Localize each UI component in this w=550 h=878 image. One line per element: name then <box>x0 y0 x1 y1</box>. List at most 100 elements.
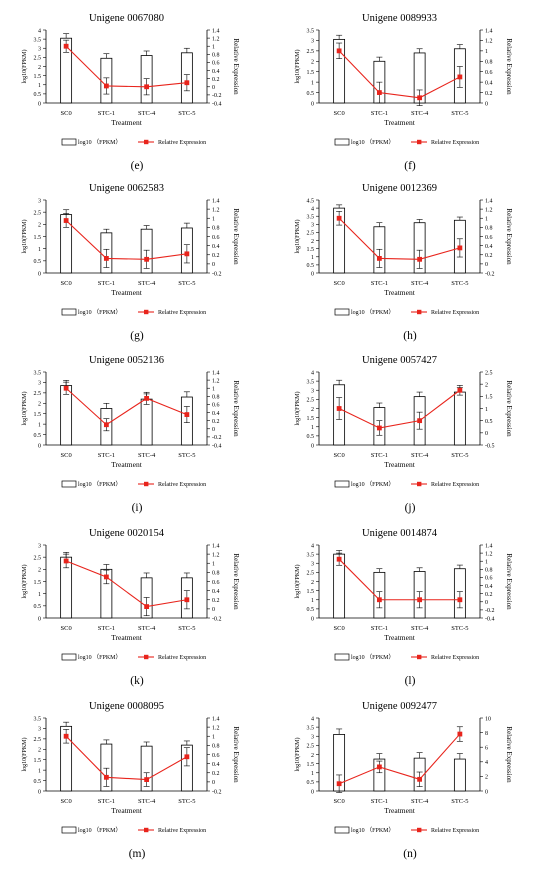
y-axis-label-right: Relative Expression <box>505 726 513 783</box>
x-axis-label: Treatment <box>111 460 142 469</box>
y-tick-label-right: 0.6 <box>485 70 493 76</box>
y-axis-label-right: Relative Expression <box>505 38 513 95</box>
x-tick-label: STC-1 <box>371 280 388 287</box>
y-tick-label-left: 2 <box>311 60 314 66</box>
x-tick-label: SC0 <box>61 625 72 632</box>
line-point <box>376 764 382 770</box>
y-tick-label-right: 1 <box>485 49 488 55</box>
panel-label: (i) <box>132 502 143 514</box>
y-tick-label-left: 0 <box>38 101 41 107</box>
y-tick-label-right: 1.4 <box>212 543 220 549</box>
panel-label: (m) <box>129 848 146 860</box>
y-tick-label-right: -0.2 <box>212 789 222 795</box>
legend-bar-swatch <box>334 308 350 316</box>
y-tick-label-left: 2 <box>311 407 314 413</box>
legend-line-label: Relative Expression <box>158 828 206 834</box>
line-point <box>457 74 463 80</box>
chart-panel-l: Unigene 0014874 0 0.5 1 1.5 2 2.5 3 3.5 4 -0.4 -0.2… <box>294 528 513 687</box>
line-point <box>336 48 342 54</box>
line-point <box>184 251 190 257</box>
line-series <box>65 735 188 781</box>
y-tick-label-left: 1 <box>38 422 41 428</box>
y-tick-label-right: 1.2 <box>212 378 220 384</box>
y-tick-label-left: 3.5 <box>307 215 315 221</box>
y-axis-label-left: log10(FPKM) <box>294 564 301 598</box>
y-tick-label-right: 0.4 <box>485 80 493 86</box>
y-tick-label-right: 0.8 <box>212 53 220 59</box>
chart-panel-i: Unigene 0052136 0 0.5 1 1.5 2 2.5 3 3.5 -0.4 -0.2 0… <box>21 355 240 514</box>
chart-title: Unigene 0092477 <box>362 701 437 712</box>
y-tick-label-right: -0.4 <box>212 101 222 107</box>
y-tick-label-right: 0 <box>212 85 215 91</box>
y-tick-label-left: 3 <box>311 735 314 741</box>
legend-bar-swatch <box>334 826 350 834</box>
y-tick-label-left: 1.5 <box>34 412 42 418</box>
panel-label: (l) <box>405 675 416 687</box>
y-tick-label-left: 0 <box>38 271 41 277</box>
y-tick-label-right: 0.6 <box>212 580 220 586</box>
x-tick-label: STC-1 <box>98 798 115 805</box>
y-tick-label-left: 1 <box>38 247 41 253</box>
y-tick-label-right: 1.2 <box>212 725 220 731</box>
legend-line-label: Relative Expression <box>431 828 479 834</box>
legend-line-marker <box>417 309 422 315</box>
x-tick-label: STC-1 <box>371 452 388 459</box>
x-tick-label: STC-5 <box>178 625 195 632</box>
chart-title: Unigene 0014874 <box>362 528 438 539</box>
line-point <box>144 256 150 262</box>
y-tick-label-right: 0.6 <box>212 753 220 759</box>
line-series <box>65 45 187 88</box>
x-axis-label: Treatment <box>384 633 415 642</box>
y-tick-label-right: 0 <box>212 427 215 433</box>
y-tick-label-right: 2 <box>485 775 488 781</box>
y-tick-label-left: 1 <box>311 598 314 604</box>
y-tick-label-right: -0.4 <box>212 443 222 449</box>
x-axis-label: Treatment <box>111 633 142 642</box>
x-tick-label: STC-1 <box>98 625 115 632</box>
y-tick-label-right: 0.4 <box>485 584 493 590</box>
x-tick-label: STC-1 <box>371 798 388 805</box>
y-tick-label-left: 4 <box>38 28 41 34</box>
y-tick-label-right: 1.2 <box>212 36 220 42</box>
x-tick-label: SC0 <box>334 452 345 459</box>
y-tick-label-right: 0.4 <box>212 244 220 250</box>
y-tick-label-right: 0.4 <box>212 589 220 595</box>
y-axis-label-right: Relative Expression <box>232 208 240 265</box>
x-tick-label: STC-5 <box>451 452 468 459</box>
y-tick-label-right: 0 <box>485 101 488 107</box>
y-tick-label-right: 0 <box>485 600 488 606</box>
y-axis-label-right: Relative Expression <box>232 553 240 610</box>
x-tick-label: SC0 <box>334 625 345 632</box>
y-tick-label-right: 0.8 <box>485 60 493 66</box>
x-axis-label: Treatment <box>111 288 142 297</box>
line-point <box>144 604 150 609</box>
y-tick-label-left: 2.5 <box>34 391 42 397</box>
y-tick-label-right: 1.4 <box>485 543 493 549</box>
legend-line-marker <box>417 827 422 833</box>
y-tick-label-right: 0.2 <box>212 419 220 425</box>
y-tick-label-right: -0.2 <box>212 435 222 441</box>
y-tick-label-left: 0 <box>311 271 314 277</box>
y-tick-label-right: 1.2 <box>485 39 493 45</box>
line-point <box>336 781 342 787</box>
y-tick-label-right: 0 <box>212 607 215 613</box>
line-point <box>336 406 342 411</box>
y-tick-label-left: 2.5 <box>307 571 315 577</box>
y-axis-label-right: Relative Expression <box>505 553 513 610</box>
x-axis-label: Treatment <box>384 118 415 127</box>
y-tick-label-left: 0 <box>38 789 41 795</box>
y-tick-label-right: 1 <box>212 735 215 741</box>
x-tick-label: SC0 <box>334 110 345 117</box>
legend-line-label: Relative Expression <box>431 140 479 146</box>
y-tick-label-left: 4 <box>311 543 314 549</box>
chart-panel-m: Unigene 0008095 0 0.5 1 1.5 2 2.5 3 3.5 -0.2 0 0.2 0… <box>21 701 240 860</box>
y-tick-label-left: 3.5 <box>307 379 315 385</box>
legend-line-marker <box>144 139 149 145</box>
y-tick-label-left: 2.5 <box>34 56 42 62</box>
bar <box>453 758 466 792</box>
y-axis-label-right: Relative Expression <box>232 380 240 437</box>
y-axis-label-left: log10(FPKM) <box>294 219 301 253</box>
y-axis-label-left: log10(FPKM) <box>21 219 28 253</box>
chart-panel-f: Unigene 0089933 0 0.5 1 1.5 2 2.5 3 3.5 0 0.2 0.4 0.… <box>294 13 513 172</box>
y-axis-label-right: Relative Expression <box>505 380 513 437</box>
